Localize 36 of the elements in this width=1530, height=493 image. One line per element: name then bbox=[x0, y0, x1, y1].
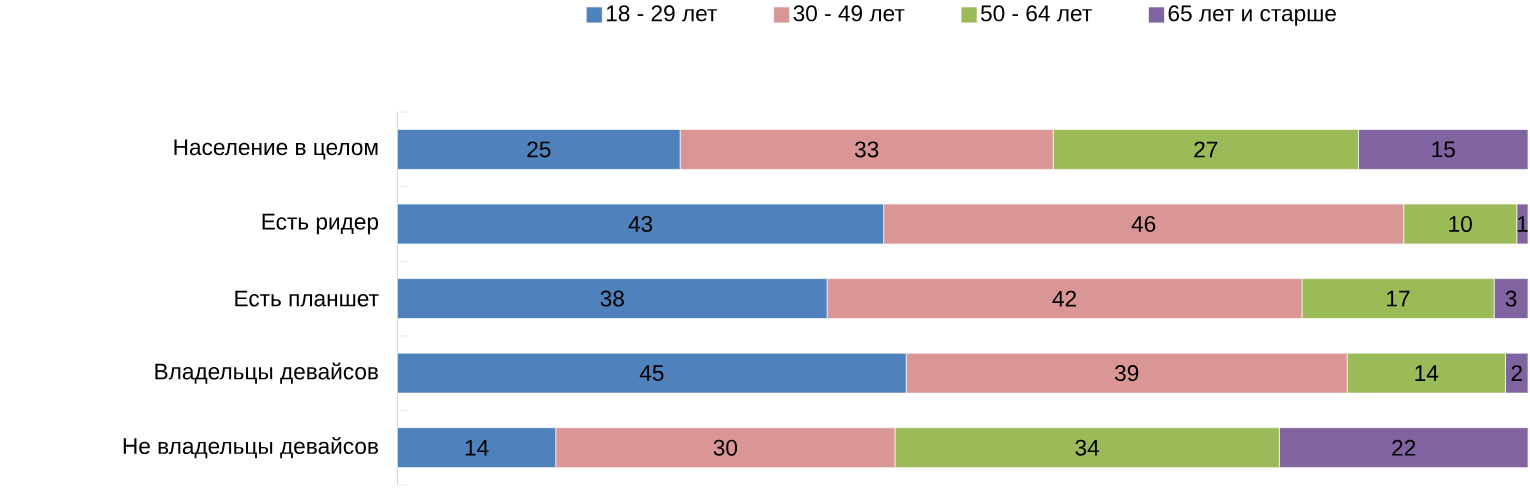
data-label: 27 bbox=[1194, 141, 1218, 158]
y-tick-label: Есть ридер bbox=[262, 214, 379, 235]
data-label: 2 bbox=[1511, 365, 1522, 382]
data-label: 43 bbox=[628, 216, 653, 233]
data-label: 45 bbox=[639, 365, 664, 382]
data-label: 10 bbox=[1449, 216, 1472, 233]
data-label: 15 bbox=[1432, 141, 1455, 158]
data-label: 22 bbox=[1392, 440, 1416, 456]
data-label: 30 bbox=[713, 439, 738, 456]
y-tick-label: Население в целом bbox=[174, 139, 378, 160]
data-label: 14 bbox=[465, 440, 489, 456]
data-label: 46 bbox=[1131, 216, 1156, 233]
y-tick-label: Есть планшет bbox=[235, 290, 379, 307]
bar bbox=[1278, 427, 1529, 469]
legend-label: 30 - 49 лет bbox=[793, 5, 905, 22]
bar bbox=[1358, 129, 1529, 170]
data-label: 17 bbox=[1387, 291, 1410, 307]
legend-label: 50 - 64 лет bbox=[980, 5, 1092, 22]
data-label: 33 bbox=[854, 141, 879, 158]
data-label: 42 bbox=[1052, 290, 1076, 307]
y-tick-label: Владельцы девайсов bbox=[155, 362, 378, 385]
bar bbox=[397, 129, 681, 170]
data-label: 39 bbox=[1114, 365, 1139, 382]
bar bbox=[397, 427, 557, 469]
legend-label: 18 - 29 лет bbox=[606, 5, 717, 22]
data-label: 25 bbox=[527, 141, 551, 158]
data-label: 3 bbox=[1505, 290, 1517, 307]
data-label: 14 bbox=[1415, 365, 1439, 382]
bar bbox=[397, 203, 884, 245]
data-label: 38 bbox=[600, 290, 624, 307]
bar bbox=[397, 353, 907, 394]
legend-label: 65 лет и старше bbox=[1168, 5, 1336, 27]
y-tick-label: Не владельцы девайсов bbox=[123, 437, 378, 459]
bar bbox=[397, 278, 828, 320]
data-label: 34 bbox=[1075, 439, 1100, 456]
data-label: 1 bbox=[1517, 216, 1528, 233]
